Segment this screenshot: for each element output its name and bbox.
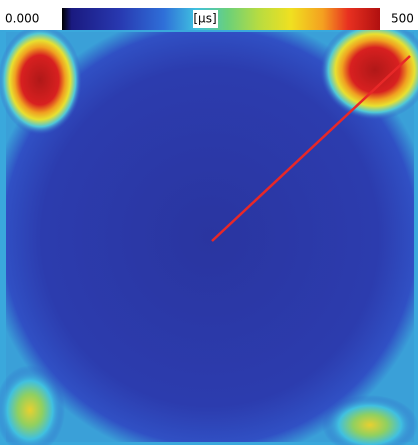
colorbar-min: 0.000	[5, 12, 39, 26]
colorbar-unit: [µs]	[193, 12, 216, 26]
heatmap-view: 0.000 [µs] 500	[0, 0, 418, 445]
hot-spot	[0, 25, 82, 135]
colorbar-max: 500	[391, 12, 414, 26]
colorbar	[62, 8, 380, 30]
page: {"colorbar": {"min_label": "0.000", "uni…	[0, 0, 418, 445]
